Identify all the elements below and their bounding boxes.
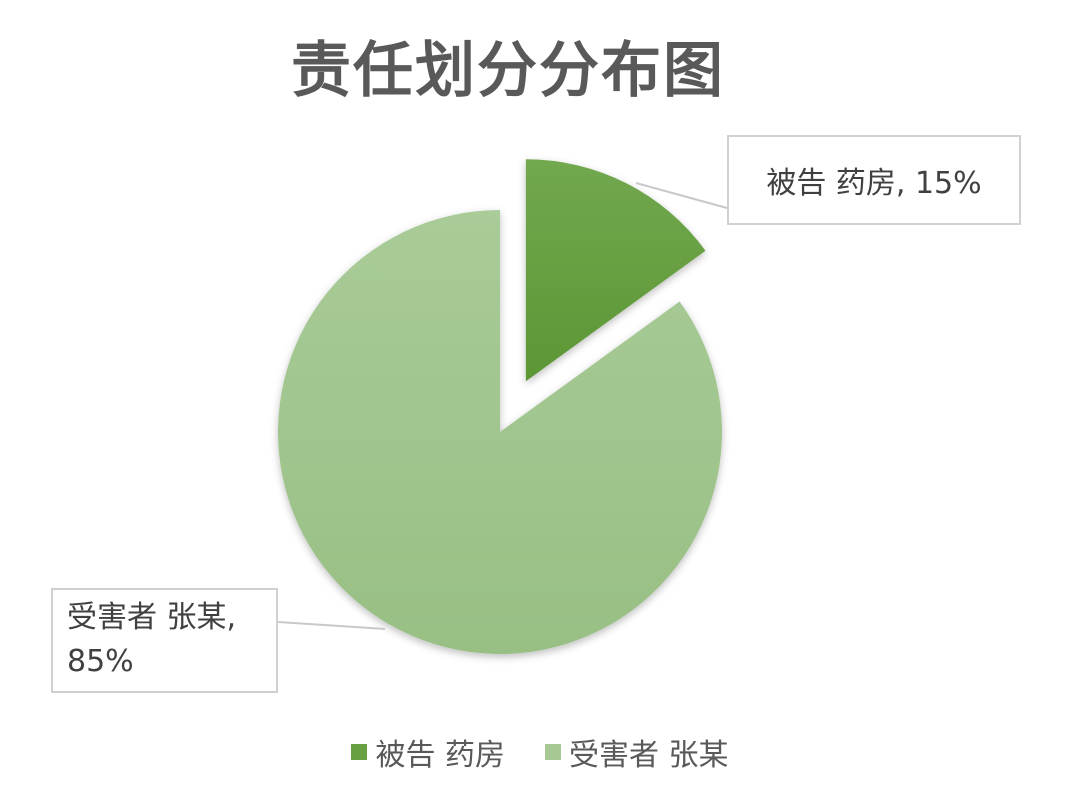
pie-slice-defendant bbox=[525, 159, 706, 382]
chart-title: 责任划分分布图 bbox=[291, 36, 725, 106]
legend-swatch bbox=[351, 744, 368, 760]
legend: 被告 药房 受害者 张某 bbox=[0, 730, 1080, 774]
legend-item-defendant: 被告 药房 bbox=[351, 730, 505, 774]
pie-slice-victim bbox=[277, 210, 722, 655]
leader-line-0 bbox=[635, 182, 728, 209]
data-label-defendant: 被告 药房, 15% bbox=[727, 135, 1021, 225]
leader-line-1 bbox=[277, 621, 386, 630]
legend-label: 被告 药房 bbox=[375, 738, 505, 773]
data-label-victim: 受害者 张某, 85% bbox=[51, 588, 278, 693]
legend-item-victim: 受害者 张某 bbox=[545, 730, 729, 774]
legend-label: 受害者 张某 bbox=[569, 738, 729, 773]
legend-swatch bbox=[545, 744, 561, 760]
